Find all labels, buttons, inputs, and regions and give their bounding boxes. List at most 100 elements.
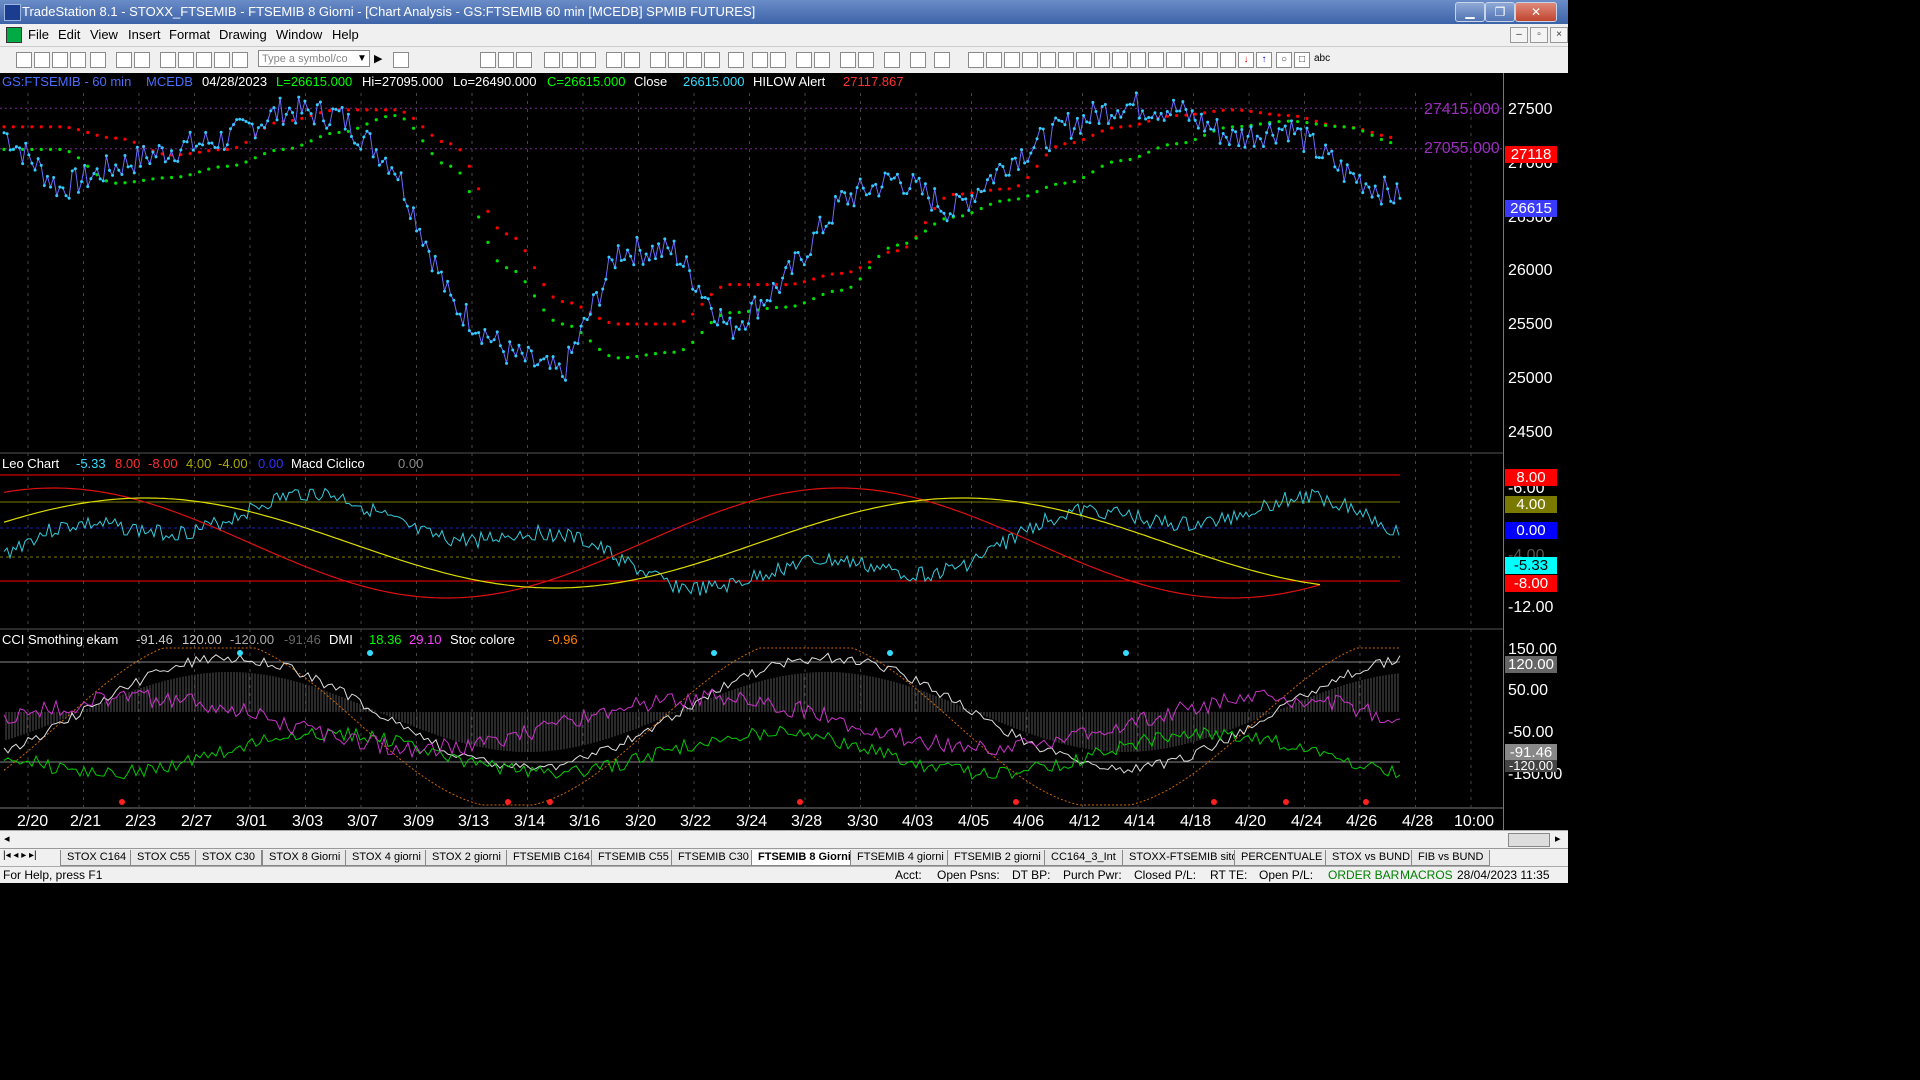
go-arrow-icon[interactable]: ▶ (374, 53, 383, 65)
menu-insert[interactable]: Insert (128, 27, 161, 42)
bar-chart-icon[interactable] (728, 52, 744, 68)
tab-stox-4-giorni[interactable]: STOX 4 giorni (345, 850, 428, 866)
close-button[interactable]: ✕ (1515, 2, 1557, 22)
andrews-pitchfork-icon[interactable] (1094, 52, 1110, 68)
hide-icon[interactable] (934, 52, 950, 68)
space-bars-icon[interactable] (752, 52, 768, 68)
tab-ftsemib-c30[interactable]: FTSEMIB C30 (671, 850, 756, 866)
wrench-icon[interactable] (884, 52, 900, 68)
fib-fan-icon[interactable] (1040, 52, 1056, 68)
menu-edit[interactable]: Edit (58, 27, 81, 42)
doc-minimize-button[interactable]: – (1510, 27, 1528, 43)
candles-icon[interactable] (668, 52, 684, 68)
insert-strategy-icon[interactable] (562, 52, 578, 68)
tab-ftsemib-c55[interactable]: FTSEMIB C55 (591, 850, 676, 866)
pointer-icon[interactable] (840, 52, 856, 68)
tab-fib-vs-bund[interactable]: FIB vs BUND (1411, 850, 1491, 866)
print-icon[interactable] (116, 52, 132, 68)
scroll-right-icon[interactable]: ▸ (1555, 833, 1561, 845)
menu-drawing[interactable]: Drawing (219, 27, 267, 42)
arrow-up-icon[interactable]: ↑ (1256, 52, 1272, 68)
hilow-green-dot (1296, 119, 1300, 124)
menu-format[interactable]: Format (169, 27, 211, 42)
chart-table-icon[interactable] (516, 52, 532, 68)
tab-ftsemib-8-giorni[interactable]: FTSEMIB 8 Giorni (751, 850, 858, 866)
tab-stox-8-giorni[interactable]: STOX 8 Giorni (262, 850, 348, 866)
zoom-in-icon[interactable] (796, 52, 812, 68)
tab-stox-c55[interactable]: STOX C55 (130, 850, 197, 866)
menu-window[interactable]: Window (276, 27, 323, 42)
gann-fan-icon[interactable] (1076, 52, 1092, 68)
scrollbar-thumb[interactable] (1508, 833, 1550, 847)
symbol-dropdown-icon[interactable]: ▼ (357, 53, 367, 64)
menu-help[interactable]: Help (332, 27, 359, 42)
lock-icon[interactable] (196, 52, 212, 68)
tab-stox-2-giorni[interactable]: STOX 2 giorni (425, 850, 508, 866)
parallel-lines-icon[interactable] (1166, 52, 1182, 68)
order-bar-button[interactable]: ORDER BAR (1328, 868, 1400, 882)
tab-ftsemib-2-giorni[interactable]: FTSEMIB 2 giorni (947, 850, 1048, 866)
tab-stox-vs-bund[interactable]: STOX vs BUND (1325, 850, 1418, 866)
zoom-bars-icon[interactable] (650, 52, 666, 68)
chart-window-icon[interactable] (606, 52, 622, 68)
macros-button[interactable]: MACROS (1400, 868, 1453, 882)
speed-lines-icon[interactable] (1058, 52, 1074, 68)
compress-bars-icon[interactable] (770, 52, 786, 68)
chart-format-icon[interactable] (480, 52, 496, 68)
open-icon[interactable] (34, 52, 50, 68)
print-preview-icon[interactable] (134, 52, 150, 68)
zoom-out-icon[interactable] (814, 52, 830, 68)
tab-stoxx-ftsemib-sito[interactable]: STOXX-FTSEMIB sito (1122, 850, 1245, 866)
chart-canvas[interactable] (0, 73, 1503, 830)
tab-percentuale[interactable]: PERCENTUALE (1234, 850, 1330, 866)
tab-stox-c164[interactable]: STOX C164 (60, 850, 134, 866)
minimize-button[interactable]: ▁ (1455, 2, 1485, 22)
doc-close-button[interactable]: × (1550, 27, 1568, 43)
data-tips-icon[interactable] (858, 52, 874, 68)
tab-ftsemib-c164[interactable]: FTSEMIB C164 (506, 850, 598, 866)
save-all-icon[interactable] (70, 52, 86, 68)
maximize-button[interactable]: ❐ (1485, 2, 1515, 22)
text-tool-icon[interactable]: abc (1314, 53, 1331, 64)
chart-analysis-window[interactable]: GS:FTSEMIB - 60 min MCEDB 04/28/2023 L=2… (0, 73, 1568, 830)
cycle-icon[interactable] (1202, 52, 1218, 68)
menu-view[interactable]: View (90, 27, 118, 42)
bar-interval-icon[interactable] (624, 52, 640, 68)
symbol-input[interactable]: Type a symbol/co (258, 50, 370, 67)
doc-restore-button[interactable]: ▫ (1530, 27, 1548, 43)
save-icon[interactable] (52, 52, 68, 68)
price-axis[interactable] (1503, 73, 1569, 830)
insert-indicator-icon[interactable] (544, 52, 560, 68)
tab-stox-c30[interactable]: STOX C30 (195, 850, 262, 866)
detach-icon[interactable] (910, 52, 926, 68)
horizontal-scrollbar[interactable]: ◂ ▸ (0, 830, 1568, 849)
extended-line-icon[interactable] (1148, 52, 1164, 68)
dot-chart-icon[interactable] (704, 52, 720, 68)
freehand-icon[interactable] (1220, 52, 1236, 68)
arc-icon[interactable] (1184, 52, 1200, 68)
folder-icon[interactable] (90, 52, 106, 68)
ellipse-icon[interactable]: ○ (1276, 52, 1292, 68)
window-icon[interactable] (160, 52, 176, 68)
horizontal-line-icon[interactable] (1004, 52, 1020, 68)
symbol-lookup-icon[interactable] (393, 52, 409, 68)
scroll-left-icon[interactable]: ◂ (4, 833, 10, 845)
regression-icon[interactable] (1130, 52, 1146, 68)
new-icon[interactable] (16, 52, 32, 68)
menu-file[interactable]: File (28, 27, 49, 42)
tab-ftsemib-4-giorni[interactable]: FTSEMIB 4 giorni (850, 850, 951, 866)
strategy-icon[interactable] (214, 52, 230, 68)
trendline-icon[interactable] (968, 52, 984, 68)
color-palette-icon[interactable] (232, 52, 248, 68)
arrow-down-icon[interactable]: ↓ (1238, 52, 1254, 68)
line-on-close-icon[interactable] (686, 52, 702, 68)
vertical-line-icon[interactable] (986, 52, 1002, 68)
rectangle-icon[interactable]: □ (1294, 52, 1310, 68)
channel-icon[interactable] (1112, 52, 1128, 68)
tab-nav-icons[interactable]: |◂ ◂ ▸ ▸| (3, 850, 37, 861)
chart-style-icon[interactable] (498, 52, 514, 68)
tab-cc164-3-int[interactable]: CC164_3_Int (1044, 850, 1123, 866)
fibonacci-icon[interactable] (1022, 52, 1038, 68)
refresh-icon[interactable] (580, 52, 596, 68)
window-tile-icon[interactable] (178, 52, 194, 68)
